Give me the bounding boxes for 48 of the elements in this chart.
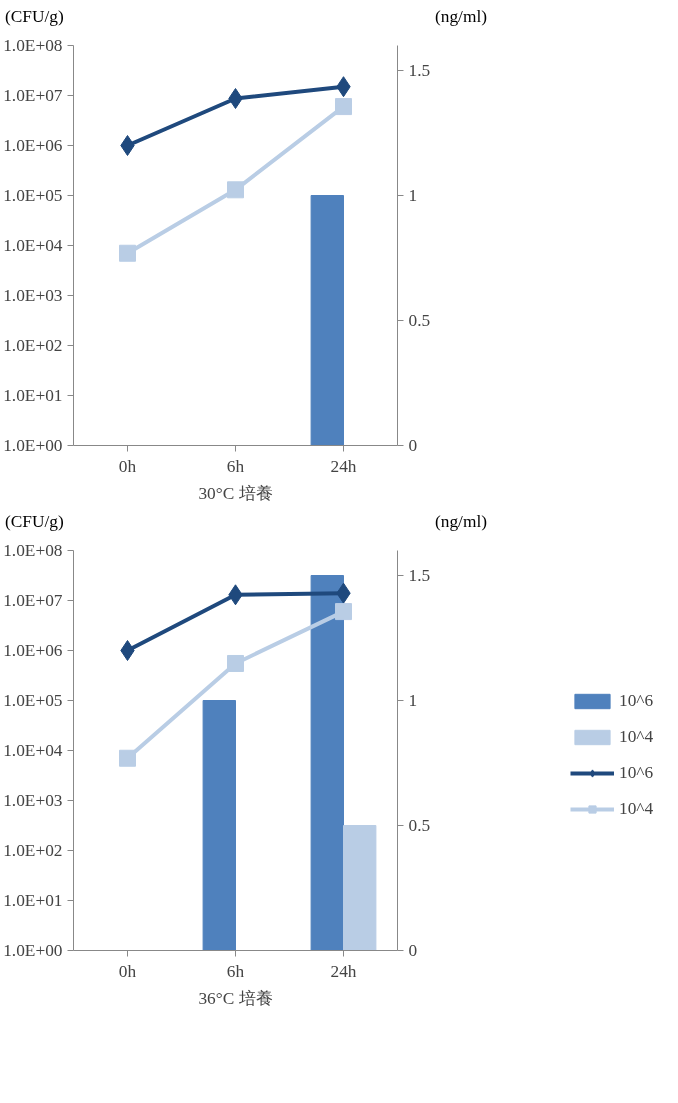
x-axis-title: 30°C 培養	[198, 483, 273, 503]
y-tick-label: 1.0E+00	[3, 940, 63, 960]
y2-tick-label: 0.5	[408, 815, 431, 835]
legend-label: 10^4	[619, 726, 654, 747]
y-axis-title: (CFU/g)	[5, 6, 64, 28]
y2-tick-label: 0.5	[408, 310, 431, 330]
y-tick-label: 1.0E+02	[3, 840, 63, 860]
y-tick-label: 1.0E+05	[3, 185, 63, 205]
y-tick-label: 1.0E+05	[3, 690, 63, 710]
y2-tick-label: 0	[408, 435, 418, 455]
y-tick-label: 1.0E+03	[3, 285, 63, 305]
legend-label: 10^6	[619, 690, 654, 711]
y-tick-label: 1.0E+06	[3, 640, 63, 660]
y-tick-label: 1.0E+01	[3, 385, 63, 405]
y2-tick-label: 1.5	[408, 565, 431, 585]
x-tick-label: 0h	[118, 961, 137, 980]
y2-tick-label: 1	[408, 690, 418, 710]
x-tick-label: 6h	[226, 456, 245, 476]
y-tick-label: 1.0E+00	[3, 435, 63, 455]
y-tick-label: 1.0E+07	[3, 590, 63, 610]
y-tick-label: 1.0E+04	[3, 740, 63, 760]
x-tick-label: 6h	[226, 961, 245, 980]
x-tick-label: 0h	[118, 456, 137, 476]
y-tick-label: 1.0E+07	[3, 85, 63, 105]
point	[119, 244, 136, 262]
legend-label: 10^4	[619, 798, 654, 819]
y2-axis-title: (ng/ml)	[435, 510, 487, 533]
y2-tick-label: 1	[408, 185, 418, 205]
point	[227, 654, 244, 672]
y-tick-label: 1.0E+02	[3, 335, 63, 355]
y2-tick-label: 1.5	[408, 60, 431, 80]
y-tick-label: 1.0E+01	[3, 890, 63, 910]
y-tick-label: 1.0E+03	[3, 790, 63, 810]
x-tick-label: 24h	[330, 456, 357, 476]
legend-label: 10^6	[619, 762, 654, 783]
point	[335, 97, 352, 115]
y-tick-label: 1.0E+04	[3, 235, 63, 255]
y-tick-label: 1.0E+08	[3, 35, 63, 55]
y-tick-label: 1.0E+08	[3, 540, 63, 560]
y-axis-title: (CFU/g)	[5, 510, 64, 533]
x-axis-title: 36°C 培養	[198, 988, 273, 1007]
point	[335, 602, 352, 620]
y-tick-label: 1.0E+06	[3, 135, 63, 155]
y2-tick-label: 0	[408, 940, 418, 960]
point	[227, 181, 244, 199]
point	[119, 749, 136, 767]
y2-axis-title: (ng/ml)	[435, 6, 487, 28]
x-tick-label: 24h	[330, 961, 357, 980]
